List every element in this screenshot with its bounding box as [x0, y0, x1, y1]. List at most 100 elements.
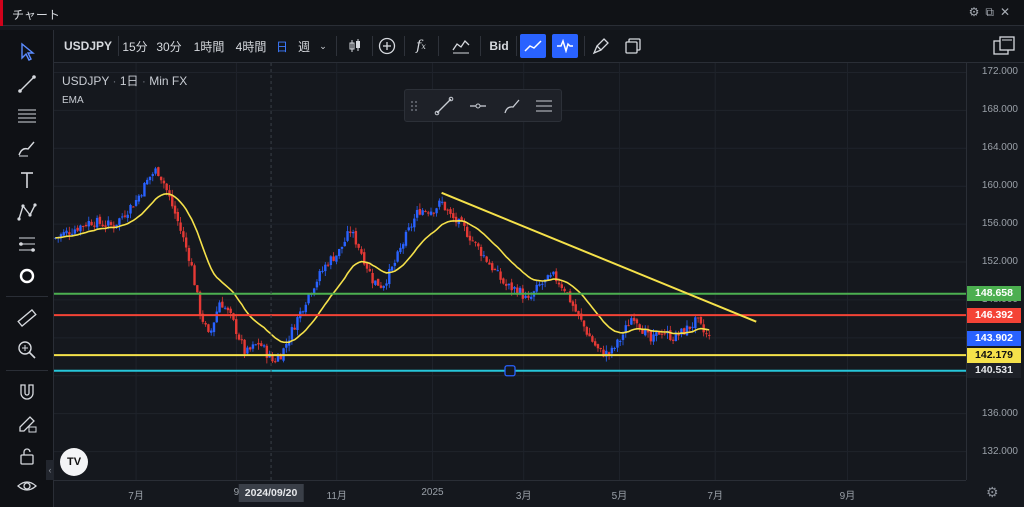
candle-body: [346, 231, 349, 241]
candle-body: [541, 283, 544, 285]
candle-body: [694, 317, 697, 329]
candle-body: [279, 355, 282, 360]
interval-week[interactable]: 週: [297, 39, 310, 54]
candle-body: [70, 233, 74, 235]
window-titlebar: チャート ⚙⧉✕: [0, 0, 1024, 26]
current-price-label[interactable]: 143.902: [967, 331, 1021, 347]
measure-lines-icon[interactable]: [12, 230, 42, 258]
price-label-green[interactable]: 148.658: [967, 286, 1021, 302]
price-label-cyan[interactable]: 140.531: [967, 363, 1021, 379]
brush-icon[interactable]: [12, 134, 42, 162]
line-tool-icon[interactable]: [431, 94, 457, 118]
candle-body: [485, 256, 488, 262]
drag-handle-icon[interactable]: [407, 94, 421, 118]
candle-body: [73, 229, 77, 234]
collapse-sidebar-tab[interactable]: ‹: [46, 460, 54, 480]
candle-body: [123, 215, 127, 217]
candle-body: [699, 316, 703, 324]
indicator-label-ema[interactable]: EMA: [62, 95, 84, 106]
candle-body: [663, 333, 666, 335]
interval-30m[interactable]: 30分: [156, 39, 182, 54]
candle-body: [271, 354, 274, 362]
candle-body: [443, 201, 447, 211]
price-type-button[interactable]: Bid: [489, 39, 509, 53]
gear-icon[interactable]: ⚙: [968, 5, 986, 19]
candle-body: [415, 209, 419, 218]
lock-draw-icon[interactable]: [12, 410, 42, 438]
candle-body: [393, 262, 397, 266]
candle-body: [513, 287, 516, 289]
cursor-icon[interactable]: [12, 38, 42, 66]
candle-body: [304, 304, 308, 313]
horizontal-ray-icon[interactable]: [465, 94, 491, 118]
candle-body: [610, 347, 614, 354]
brush-icon[interactable]: [588, 30, 614, 62]
legend-separator: ·: [112, 74, 117, 88]
candle-body: [413, 218, 416, 228]
zoom-in-icon[interactable]: [12, 336, 42, 364]
popout-icon[interactable]: ⧉: [985, 5, 1000, 19]
candle-body: [198, 291, 202, 316]
time-tick-label: 5月: [611, 491, 628, 502]
price-label-red[interactable]: 146.392: [967, 307, 1021, 323]
candle-body: [465, 226, 469, 237]
candle-body: [335, 255, 338, 262]
candle-body: [218, 302, 221, 313]
close-icon[interactable]: ✕: [999, 5, 1016, 19]
add-indicator-icon[interactable]: [374, 30, 400, 62]
candle-body: [454, 216, 458, 223]
candle-body: [143, 182, 146, 197]
candle-body: [132, 206, 135, 208]
price-axis[interactable]: 172.000 168.000 164.000 160.000 156.000 152.0…: [966, 63, 1024, 480]
lock-icon[interactable]: [12, 442, 42, 470]
candle-body: [591, 336, 594, 342]
gear-icon[interactable]: ⚙: [986, 484, 999, 500]
text-icon[interactable]: [12, 166, 42, 194]
trendline-icon[interactable]: [12, 70, 42, 98]
fib-icon[interactable]: [12, 102, 42, 130]
time-axis[interactable]: 7月 9 11月 2025 3月 5月 7月 9月 2024/09/20: [54, 480, 966, 507]
candle-body: [585, 326, 589, 335]
circle-icon[interactable]: [12, 262, 42, 290]
interval-1h[interactable]: 1時間: [193, 39, 225, 54]
candle-body: [148, 176, 152, 181]
candles-icon[interactable]: [342, 30, 368, 62]
candle-body: [273, 361, 277, 363]
candle-body: [507, 283, 511, 286]
price-tick-label: 160.000: [981, 180, 1018, 192]
magnet-icon[interactable]: [12, 378, 42, 406]
drawing-tools-sidebar: ‹: [0, 30, 54, 507]
tradingview-logo[interactable]: TV: [60, 448, 88, 476]
chart-plot-area[interactable]: [54, 63, 966, 480]
candle-body: [374, 280, 377, 285]
candle-body: [677, 334, 680, 336]
candle-body: [571, 301, 575, 306]
ruler-icon[interactable]: [12, 304, 42, 332]
settings-lines-icon[interactable]: [531, 94, 557, 118]
wave-icon[interactable]: [552, 34, 578, 58]
candle-body: [265, 345, 269, 358]
candle-body: [399, 247, 402, 253]
symbol-button[interactable]: USDJPY: [63, 39, 113, 53]
line-up-icon[interactable]: [520, 34, 546, 58]
pattern-icon[interactable]: [12, 198, 42, 226]
compare-icon[interactable]: [448, 30, 474, 62]
time-tick-label: 7月: [128, 491, 144, 502]
candle-body: [649, 331, 653, 342]
candle-body: [468, 235, 472, 241]
candle-body: [248, 347, 252, 350]
price-label-yellow[interactable]: 142.179: [967, 347, 1021, 363]
clone-icon[interactable]: [620, 30, 646, 62]
eye-icon[interactable]: [12, 472, 42, 500]
layout-icon[interactable]: [990, 30, 1018, 62]
candle-body: [638, 324, 641, 329]
interval-4h[interactable]: 4時間: [235, 39, 267, 54]
brush-tool-icon[interactable]: [499, 94, 525, 118]
candle-body: [449, 209, 452, 214]
interval-day[interactable]: 日: [275, 39, 288, 54]
candle-body: [246, 347, 249, 354]
candle-body: [204, 322, 207, 325]
chevron-down-icon[interactable]: ⌄: [319, 40, 327, 51]
interval-15m[interactable]: 15分: [122, 39, 148, 54]
